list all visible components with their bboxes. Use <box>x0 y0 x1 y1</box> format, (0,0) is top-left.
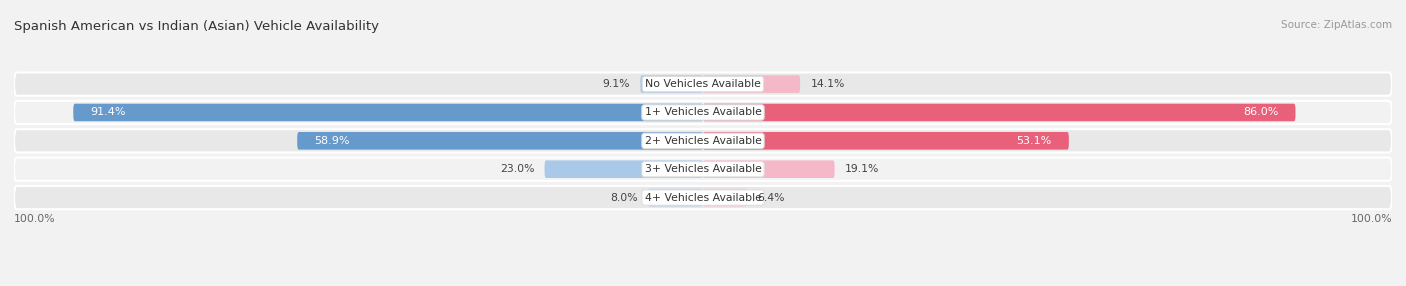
Text: 53.1%: 53.1% <box>1017 136 1052 146</box>
FancyBboxPatch shape <box>544 160 703 178</box>
FancyBboxPatch shape <box>703 104 1295 121</box>
FancyBboxPatch shape <box>14 158 1392 181</box>
Text: 4+ Vehicles Available: 4+ Vehicles Available <box>644 192 762 202</box>
FancyBboxPatch shape <box>14 101 1392 124</box>
FancyBboxPatch shape <box>14 129 1392 152</box>
FancyBboxPatch shape <box>73 104 703 121</box>
Text: 91.4%: 91.4% <box>90 108 127 118</box>
Text: 3+ Vehicles Available: 3+ Vehicles Available <box>644 164 762 174</box>
Text: 23.0%: 23.0% <box>499 164 534 174</box>
Text: 19.1%: 19.1% <box>845 164 879 174</box>
Text: 8.0%: 8.0% <box>610 192 637 202</box>
Text: 58.9%: 58.9% <box>315 136 350 146</box>
Text: Spanish American vs Indian (Asian) Vehicle Availability: Spanish American vs Indian (Asian) Vehic… <box>14 20 380 33</box>
Text: No Vehicles Available: No Vehicles Available <box>645 79 761 89</box>
FancyBboxPatch shape <box>14 186 1392 209</box>
Text: 100.0%: 100.0% <box>1350 214 1392 224</box>
Text: 1+ Vehicles Available: 1+ Vehicles Available <box>644 108 762 118</box>
Legend: Spanish American, Indian (Asian): Spanish American, Indian (Asian) <box>569 284 837 286</box>
FancyBboxPatch shape <box>703 132 1069 150</box>
Text: 100.0%: 100.0% <box>14 214 56 224</box>
FancyBboxPatch shape <box>14 72 1392 96</box>
FancyBboxPatch shape <box>297 132 703 150</box>
FancyBboxPatch shape <box>703 189 747 206</box>
Text: 14.1%: 14.1% <box>810 79 845 89</box>
FancyBboxPatch shape <box>703 75 800 93</box>
Text: Source: ZipAtlas.com: Source: ZipAtlas.com <box>1281 20 1392 30</box>
Text: 86.0%: 86.0% <box>1243 108 1278 118</box>
Text: 9.1%: 9.1% <box>603 79 630 89</box>
FancyBboxPatch shape <box>648 189 703 206</box>
FancyBboxPatch shape <box>703 160 835 178</box>
FancyBboxPatch shape <box>640 75 703 93</box>
Text: 6.4%: 6.4% <box>758 192 785 202</box>
Text: 2+ Vehicles Available: 2+ Vehicles Available <box>644 136 762 146</box>
